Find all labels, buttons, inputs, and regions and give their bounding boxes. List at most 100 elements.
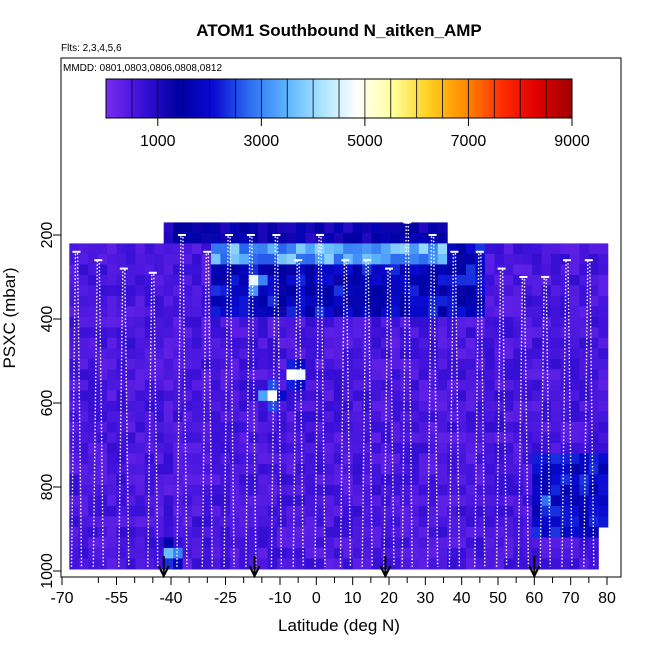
heatmap-cell: [588, 558, 599, 570]
heatmap-cell: [296, 516, 306, 528]
heatmap-cell: [144, 369, 155, 381]
heatmap-cell: [239, 295, 250, 307]
heatmap-cell: [333, 369, 344, 381]
heatmap-cell: [437, 453, 448, 465]
heatmap-cell: [286, 453, 297, 465]
heatmap-cell: [154, 411, 165, 423]
heatmap-cell: [116, 379, 127, 391]
heatmap-cell: [409, 285, 420, 297]
heatmap-cell: [598, 337, 609, 349]
x-axis-label: Latitude (deg N): [278, 616, 400, 635]
heatmap-cell: [513, 558, 524, 570]
heatmap-cell: [97, 327, 108, 339]
heatmap-cell: [362, 558, 373, 570]
heatmap-cell: [466, 463, 476, 475]
heatmap-cell: [560, 369, 571, 381]
heatmap-cell: [409, 390, 420, 402]
heatmap-cell: [88, 411, 99, 423]
heatmap-cell: [163, 505, 174, 517]
arrow-head: [157, 565, 170, 579]
heatmap-cell: [239, 222, 250, 234]
heatmap-cell: [409, 243, 420, 255]
heatmap-cell: [333, 358, 344, 370]
heatmap-cell: [201, 411, 212, 423]
heatmap-cell: [286, 495, 297, 507]
heatmap-cell: [144, 316, 155, 328]
heatmap-cell: [211, 316, 221, 328]
heatmap-cell: [447, 316, 458, 328]
heatmap-cell: [494, 358, 505, 370]
heatmap-cell: [579, 390, 590, 402]
heatmap-cell: [220, 463, 231, 475]
x-axis: -70 -55 -40 -25 -10 0 10 20 30 40 50 60 70 80: [50, 577, 616, 607]
heatmap-cell: [248, 306, 259, 318]
heatmap-cell: [248, 537, 259, 549]
heatmap-cell: [173, 243, 184, 255]
heatmap-cell: [314, 243, 325, 255]
heatmap-cell: [352, 295, 363, 307]
heatmap-cell: [484, 274, 495, 286]
heatmap-cell: [154, 421, 165, 433]
heatmap-cell: [182, 432, 193, 444]
heatmap-cell: [277, 222, 288, 234]
heatmap-cell: [144, 274, 155, 286]
heatmap-cell: [598, 264, 609, 276]
heatmap-cell: [248, 243, 259, 255]
heatmap-cell: [484, 348, 495, 360]
heatmap-cell: [144, 358, 155, 370]
heatmap-cell: [97, 295, 108, 307]
heatmap-cell: [428, 558, 439, 570]
heatmap-cell: [314, 327, 325, 339]
heatmap-cell: [69, 327, 80, 339]
heatmap-cell: [381, 411, 391, 423]
heatmap-cell: [343, 432, 354, 444]
heatmap-cell: [248, 484, 259, 496]
heatmap-cell: [579, 379, 590, 391]
heatmap-cell: [163, 369, 174, 381]
heatmap-cell: [69, 474, 80, 486]
heatmap-cell: [173, 526, 184, 538]
heatmap-cell: [503, 400, 514, 412]
heatmap-cell: [248, 474, 259, 486]
heatmap-cell: [211, 421, 221, 433]
heatmap-cell: [192, 526, 203, 538]
heatmap-cell: [541, 358, 552, 370]
heatmap-cell: [371, 253, 382, 265]
heatmap-cell: [560, 558, 571, 570]
heatmap-cell: [399, 432, 410, 444]
heatmap-cell: [88, 547, 99, 559]
heatmap-cell: [296, 358, 306, 370]
heatmap-cell: [314, 400, 325, 412]
heatmap-cell: [399, 348, 410, 360]
heatmap-cell: [484, 463, 495, 475]
heatmap-cell: [267, 400, 278, 412]
heatmap-cell: [456, 253, 467, 265]
heatmap-cell: [97, 390, 108, 402]
heatmap-cell: [409, 558, 420, 570]
heatmap-cell: [381, 337, 391, 349]
heatmap-cell: [588, 243, 599, 255]
heatmap-cell: [475, 537, 486, 549]
heatmap-cell: [560, 379, 571, 391]
heatmap-cell: [305, 327, 316, 339]
heatmap-cell: [258, 411, 269, 423]
heatmap-cell: [201, 526, 212, 538]
heatmap-cell: [532, 274, 543, 286]
heatmap-cell: [399, 285, 410, 297]
heatmap-cell: [229, 243, 240, 255]
heatmap-cell: [418, 547, 429, 559]
heatmap-cell: [466, 285, 476, 297]
heatmap-cell: [399, 463, 410, 475]
heatmap-cell: [201, 274, 212, 286]
heatmap-cell: [381, 474, 391, 486]
heatmap-cell: [343, 369, 354, 381]
heatmap-cell: [371, 295, 382, 307]
heatmap-cell: [258, 285, 269, 297]
heatmap-cell: [277, 285, 288, 297]
heatmap-cell: [229, 432, 240, 444]
heatmap-cell: [305, 390, 316, 402]
heatmap-cell: [229, 316, 240, 328]
heatmap-cell: [522, 390, 533, 402]
heatmap-cell: [154, 369, 165, 381]
heatmap-cell: [484, 558, 495, 570]
